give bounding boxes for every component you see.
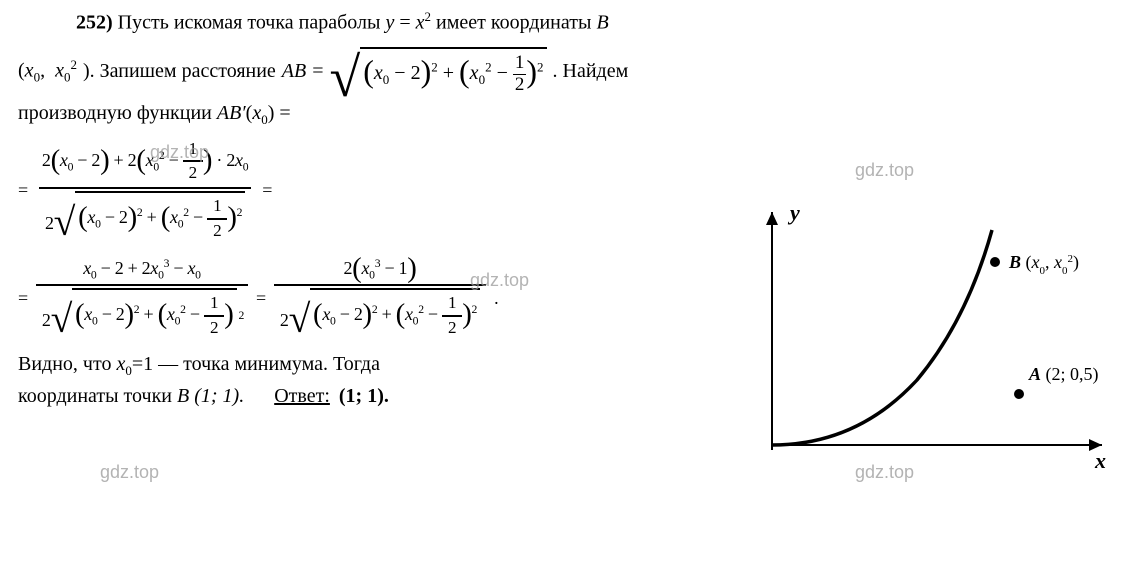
sym-ABprime: AB′ — [217, 102, 246, 124]
sqrt-expression: √ (x0 − 2)2 + (x02 − 12)2 — [330, 47, 547, 96]
answer-label: Ответ: — [274, 385, 330, 407]
point-a-label: A (2; 0,5) — [1028, 364, 1099, 385]
chart-svg: y x B (x0, x02) A (2; 0,5) — [737, 200, 1117, 480]
text-l2b: . Найдем — [553, 57, 629, 85]
frac-1: 2(x0 − 2) + 2(x02 − 12) · 2x0 2√(x0 − 2)… — [36, 136, 254, 245]
watermark-4: gdz.top — [100, 460, 159, 485]
frac-1-den: 2√(x0 − 2)2 + (x02 − 12)2 — [39, 187, 251, 245]
y-arrow-icon — [766, 212, 778, 225]
radical-icon: √ — [330, 59, 361, 98]
frac-2-den: 2√(x0 − 2)2 + (x02 − 12)2 — [36, 284, 248, 342]
x-axis-label: x — [1094, 448, 1106, 473]
text-l4: Видно, что — [18, 353, 116, 375]
eq-trailing: = — [262, 178, 272, 203]
problem-line-1: 252) Пусть искомая точка параболы y = x2… — [18, 8, 1117, 37]
text-l1b: имеет координаты — [436, 12, 596, 34]
text-l4b: — точка минимума. Тогда — [158, 353, 380, 375]
eq-leading-2: = — [18, 286, 28, 311]
parabola-chart: y x B (x0, x02) A (2; 0,5) — [737, 200, 1117, 480]
frac-2-num: x0 − 2 + 2x03 − x0 — [77, 255, 206, 285]
answer-value: (1; 1). — [339, 385, 389, 407]
eq-y: y — [385, 12, 394, 34]
frac-2: x0 − 2 + 2x03 − x0 2√(x0 − 2)2 + (x02 − … — [36, 255, 248, 342]
eq-x: x — [416, 12, 425, 34]
coords-open: (x0, x02 — [18, 56, 77, 87]
equation-block-2: = x0 − 2 + 2x03 − x0 2√(x0 − 2)2 + (x02 … — [18, 255, 718, 342]
problem-number: 252) — [76, 12, 113, 34]
B-coords: B (1; 1). — [177, 385, 244, 407]
eq-mid: = — [256, 286, 266, 311]
frac-1-num: 2(x0 − 2) + 2(x02 − 12) · 2x0 — [36, 136, 254, 188]
equation-block-1: = 2(x0 − 2) + 2(x02 − 12) · 2x0 2√(x0 − … — [18, 136, 718, 245]
point-b-label: B (x0, x02) — [1008, 252, 1079, 277]
point-a-marker — [1014, 389, 1024, 399]
problem-line-3: производную функции AB′(x0) = — [18, 99, 1117, 129]
problem-line-2: (x0, x02 ). Запишем расстояние AB = √ (x… — [18, 47, 1117, 96]
frac-3-den: 2√(x0 − 2)2 + (x02 − 12)2 — [274, 284, 486, 342]
sym-B: B — [596, 12, 608, 34]
sym-AB: AB — [282, 57, 306, 85]
eq-sign: = — [399, 12, 415, 34]
text-l1a: Пусть искомая точка параболы — [118, 12, 386, 34]
frac-3: 2(x03 − 1) 2√(x0 − 2)2 + (x02 − 12)2 — [274, 255, 486, 342]
y-axis-label: y — [787, 200, 800, 225]
watermark-2: gdz.top — [855, 158, 914, 183]
parabola-curve — [772, 230, 992, 445]
x0-val: =1 — [132, 353, 153, 375]
frac-3-num: 2(x03 − 1) — [337, 255, 422, 285]
eq-sign-2: = — [312, 57, 323, 85]
text-l3: производную функции — [18, 102, 217, 124]
eq-leading: = — [18, 178, 28, 203]
text-l2a: ). Запишем расстояние — [83, 57, 276, 85]
point-b-marker — [990, 257, 1000, 267]
text-l5: координаты точки — [18, 385, 177, 407]
sqrt-inner: (x0 − 2)2 + (x02 − 12)2 — [360, 47, 546, 96]
eq-period: . — [494, 286, 498, 311]
eq-sq: 2 — [425, 9, 432, 24]
